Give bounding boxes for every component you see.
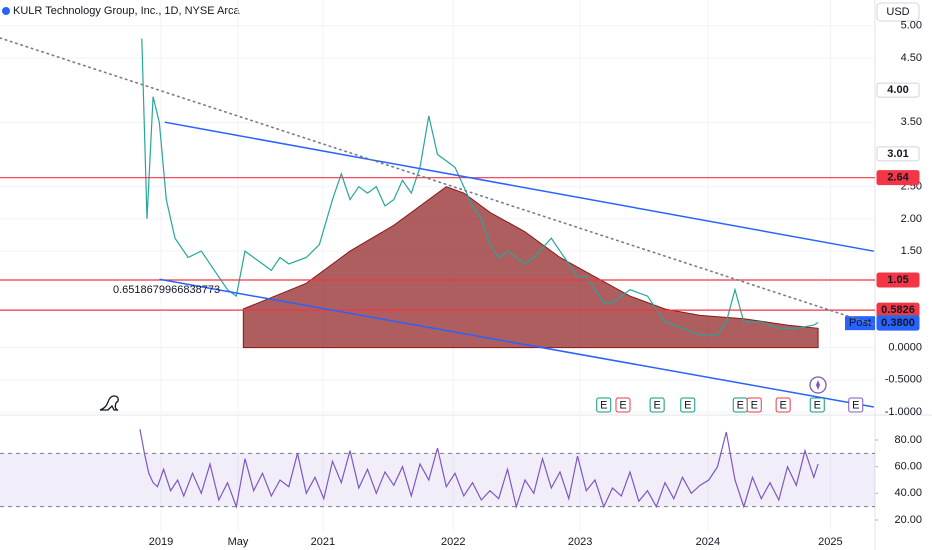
- y-tick-label: 4.50: [901, 52, 922, 64]
- event-marker: [746, 397, 762, 413]
- event-label: E: [653, 399, 660, 411]
- event-label: E: [684, 399, 691, 411]
- currency-button[interactable]: [876, 2, 920, 22]
- price-label: 1.05: [887, 274, 908, 286]
- price-label: 0.5826: [881, 304, 915, 316]
- post-tag: [845, 316, 875, 331]
- x-tick-label: 2019: [149, 536, 173, 548]
- price-label: 0.3800: [881, 317, 915, 329]
- event-marker: [809, 397, 825, 413]
- y-tick-label: -0.5000: [885, 374, 922, 386]
- annotation: 0.6518679966838773: [113, 284, 220, 296]
- price-label-box: [876, 272, 920, 288]
- y-tick-label: 3.50: [901, 116, 922, 128]
- x-tick-label: 2022: [441, 536, 465, 548]
- price-label-box: [876, 146, 920, 162]
- event-marker: [680, 397, 696, 413]
- event-label: E: [852, 399, 859, 411]
- y-tick-label: 80.00: [894, 434, 922, 446]
- trendline: [164, 121, 874, 252]
- x-tick-label: 2023: [568, 536, 592, 548]
- event-marker: [649, 397, 665, 413]
- event-marker: [615, 397, 631, 413]
- logo-icon: [99, 395, 119, 411]
- event-marker: [596, 397, 612, 413]
- x-tick-label: May: [228, 536, 249, 548]
- y-tick-label: 1.50: [901, 245, 922, 257]
- price-label-box: [876, 315, 920, 331]
- y-tick-label: 60.00: [894, 461, 922, 473]
- event-label: E: [814, 399, 821, 411]
- price-label-box: [876, 170, 920, 186]
- trendline: [0, 37, 875, 326]
- symbol-logo: [2, 7, 10, 15]
- shaded-area: [242, 186, 819, 349]
- rsi-band: [0, 453, 875, 507]
- event-label: E: [751, 399, 758, 411]
- currency[interactable]: USD: [886, 6, 909, 18]
- price-label-box: [876, 82, 920, 98]
- event-marker: [848, 397, 864, 413]
- trendline: [159, 278, 874, 408]
- y-tick-label: -1.0000: [885, 406, 922, 418]
- x-tick-label: 2025: [818, 536, 842, 548]
- y-tick-label: 40.00: [894, 487, 922, 499]
- event-label: E: [619, 399, 626, 411]
- price-label: 4.00: [887, 84, 908, 96]
- y-tick-label: 5.00: [901, 20, 922, 32]
- flash-glyph: [816, 380, 820, 390]
- y-tick-label: 2.00: [901, 213, 922, 225]
- post-label: Post: [849, 317, 871, 329]
- event-label: E: [600, 399, 607, 411]
- y-tick-label: 20.00: [894, 514, 922, 526]
- series-line: [141, 38, 819, 336]
- chart-title: KULR Technology Group, Inc., 1D, NYSE Ar…: [13, 5, 241, 17]
- event-label: E: [737, 399, 744, 411]
- event-label: E: [779, 399, 786, 411]
- series-line: [139, 429, 819, 509]
- price-label: 3.01: [887, 148, 908, 160]
- x-tick-label: 2021: [311, 536, 335, 548]
- y-tick-label: 0.0000: [888, 342, 922, 354]
- price-label: 2.64: [887, 172, 909, 184]
- x-tick-label: 2024: [696, 536, 720, 548]
- event-marker: [775, 397, 791, 413]
